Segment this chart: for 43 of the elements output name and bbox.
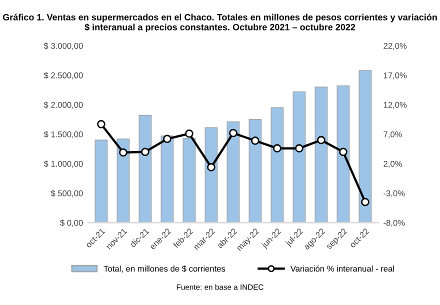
bar	[160, 136, 174, 223]
y-tick-label: $ 1.000,00	[44, 160, 83, 168]
y-tick-label: $ 2.500,00	[44, 72, 83, 80]
y2-tick-label: 12,0%	[384, 102, 407, 109]
point	[207, 163, 216, 172]
bar	[94, 140, 108, 223]
bar	[248, 119, 262, 223]
y-tick-label: $ 1.500,00	[44, 131, 83, 138]
y2-tick-label: 22,0%	[384, 42, 407, 50]
point	[317, 136, 326, 144]
bar	[292, 91, 306, 223]
point	[119, 148, 128, 157]
bar	[138, 114, 152, 223]
point	[361, 198, 370, 206]
y-tick-label: $ 3.000,00	[44, 42, 83, 50]
point	[273, 144, 282, 153]
bar	[358, 70, 372, 223]
y2-tick-label: 17,0%	[384, 72, 407, 80]
y2-tick-label: -3,0%	[384, 190, 405, 198]
y-tick-label: $ 0,00	[60, 220, 83, 227]
legend-label: Variación % interanual - real	[290, 265, 394, 272]
point	[251, 136, 260, 145]
bar	[182, 138, 196, 223]
y-tick-label: $ 2.000,00	[44, 102, 83, 109]
point	[185, 129, 194, 138]
point	[163, 134, 172, 144]
point	[229, 128, 238, 138]
point	[339, 148, 348, 156]
bar	[226, 121, 240, 223]
bar	[270, 107, 284, 223]
point	[141, 148, 150, 156]
bar	[314, 86, 328, 223]
legend-label: Total, en millones de $ corrientes	[104, 265, 226, 273]
point	[295, 144, 304, 153]
chart-title: Gráfico 1. Ventas en supermercados en el Chaco. Totales en millones de pesos corrientes y variación $ interanual a precios constantes. Octubre 2021 – octubre 2022	[2, 14, 437, 32]
y2-tick-label: -8,0%	[384, 220, 405, 227]
point	[97, 120, 106, 128]
bar	[204, 127, 218, 223]
bar	[116, 138, 130, 223]
bar	[336, 85, 350, 223]
y-tick-label: $ 500,00	[50, 190, 83, 198]
y2-tick-label: 7,0%	[384, 131, 402, 138]
y2-tick-label: 2,0%	[384, 160, 402, 168]
